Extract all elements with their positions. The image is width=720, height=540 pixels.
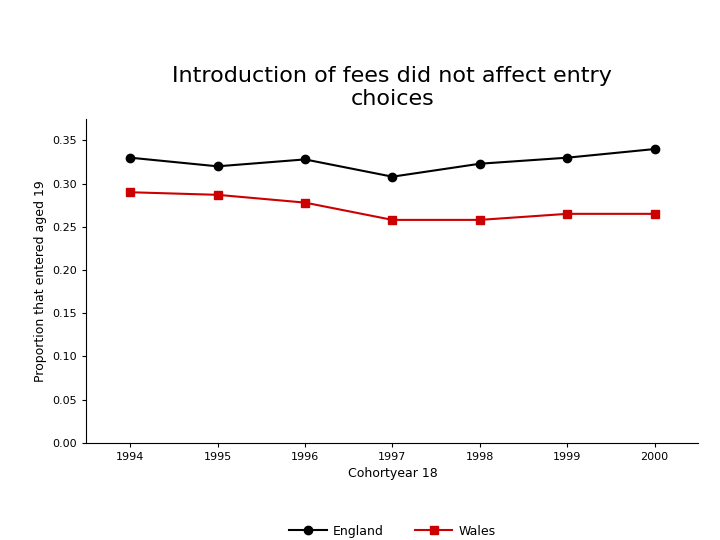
Legend: England, Wales: England, Wales xyxy=(284,521,501,540)
Y-axis label: Proportion that entered aged 19: Proportion that entered aged 19 xyxy=(34,180,47,382)
X-axis label: Cohortyear 18: Cohortyear 18 xyxy=(348,468,437,481)
Title: Introduction of fees did not affect entry
choices: Introduction of fees did not affect entr… xyxy=(173,66,612,109)
